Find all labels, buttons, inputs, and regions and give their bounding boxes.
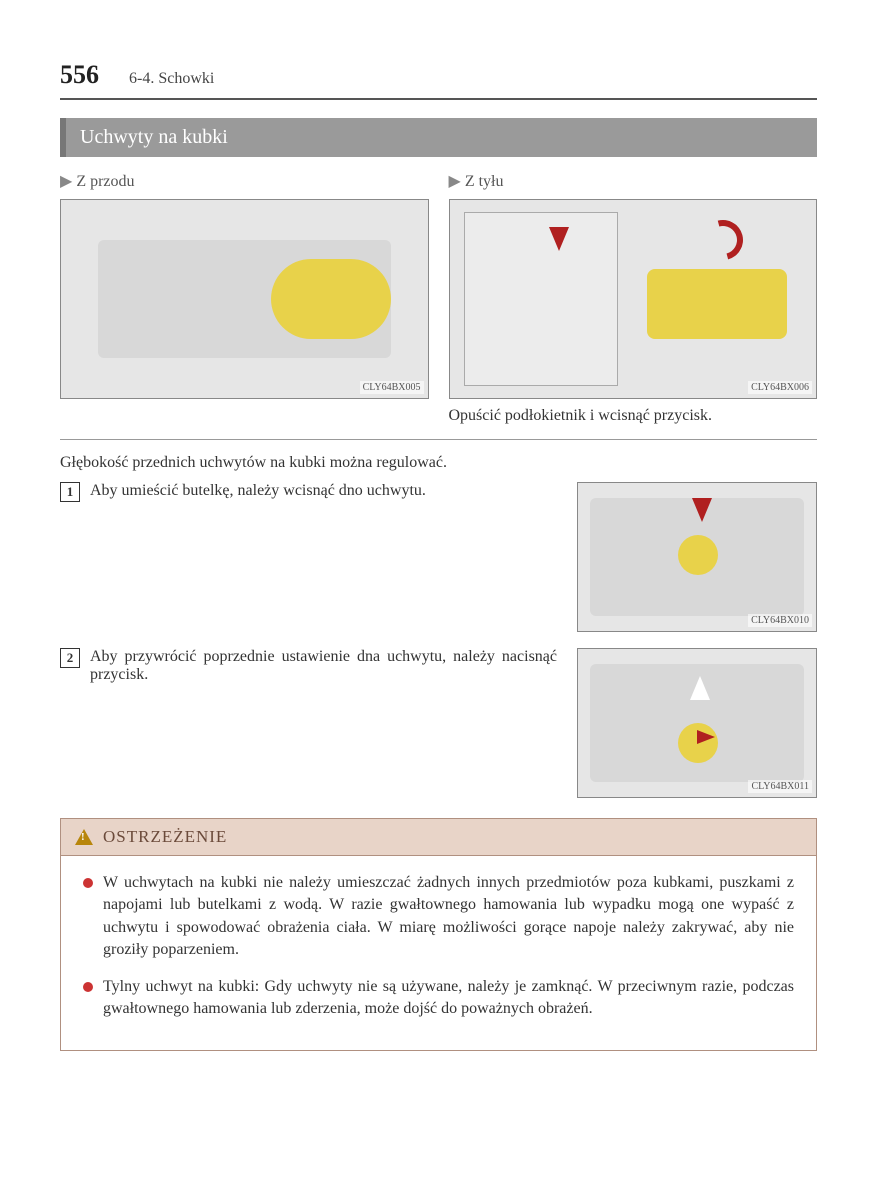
figure-step-1: CLY64BX010 <box>577 482 817 632</box>
depth-intro: Głębokość przednich uchwytów na kubki mo… <box>60 454 817 472</box>
front-label: ▶Z przodu <box>60 171 429 191</box>
step-1-row: 1 Aby umieścić butelkę, należy wcisnąć d… <box>60 482 817 632</box>
warning-text: Tylny uchwyt na kubki: Gdy uchwyty nie s… <box>103 976 794 1021</box>
divider <box>60 439 817 440</box>
warning-header: OSTRZEŻENIE <box>61 819 816 856</box>
divider <box>60 98 817 100</box>
figure-front: CLY64BX005 <box>60 199 429 399</box>
warning-item: W uchwytach na kubki nie należy umieszcz… <box>83 872 794 962</box>
figure-code: CLY64BX011 <box>748 780 812 793</box>
section-title: Uchwyty na kubki <box>60 118 817 157</box>
rear-caption: Opuścić podłokietnik i wcisnąć przycisk. <box>449 407 818 425</box>
warning-box: OSTRZEŻENIE W uchwytach na kubki nie nal… <box>60 818 817 1051</box>
page-number: 556 <box>60 60 99 90</box>
step-number: 2 <box>60 648 80 668</box>
step-text: Aby przywrócić poprzednie ustawienie dna… <box>90 648 557 684</box>
front-column: ▶Z przodu CLY64BX005 <box>60 171 429 425</box>
rear-column: ▶Z tyłu CLY64BX006 Opuścić podłokietnik … <box>449 171 818 425</box>
figure-code: CLY64BX005 <box>360 381 424 394</box>
front-label-text: Z przodu <box>76 173 134 190</box>
rear-label: ▶Z tyłu <box>449 171 818 191</box>
figure-code: CLY64BX006 <box>748 381 812 394</box>
figure-rear: CLY64BX006 <box>449 199 818 399</box>
warning-title: OSTRZEŻENIE <box>103 827 227 847</box>
step-text: Aby umieścić butelkę, należy wcisnąć dno… <box>90 482 426 502</box>
arrow-icon: ▶ <box>449 173 461 190</box>
warning-text: W uchwytach na kubki nie należy umieszcz… <box>103 872 794 962</box>
step-2-row: 2 Aby przywrócić poprzednie ustawienie d… <box>60 648 817 798</box>
section-label: 6-4. Schowki <box>129 70 214 88</box>
warning-icon <box>75 829 93 845</box>
bullet-icon <box>83 878 93 888</box>
arrow-icon: ▶ <box>60 173 72 190</box>
rear-label-text: Z tyłu <box>465 173 504 190</box>
bullet-icon <box>83 982 93 992</box>
figure-code: CLY64BX010 <box>748 614 812 627</box>
page-header: 556 6-4. Schowki <box>60 60 817 90</box>
figure-step-2: CLY64BX011 <box>577 648 817 798</box>
warning-item: Tylny uchwyt na kubki: Gdy uchwyty nie s… <box>83 976 794 1021</box>
step-number: 1 <box>60 482 80 502</box>
